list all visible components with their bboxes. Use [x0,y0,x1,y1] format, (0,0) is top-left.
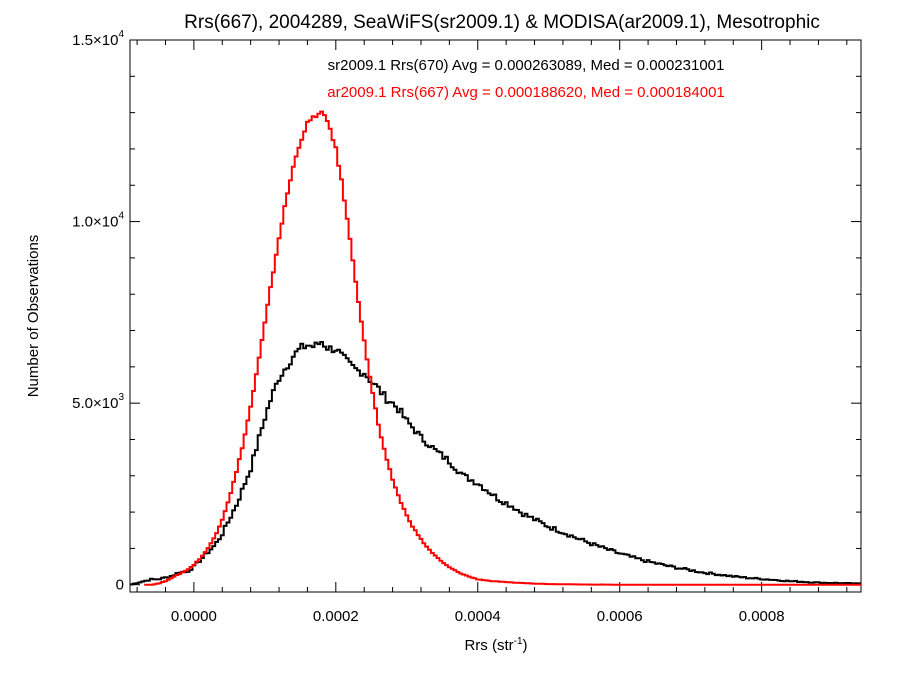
x-tick-label: 0.0008 [739,608,785,625]
x-axis-label: Rrs (str-1) [464,636,527,654]
series-sr2009-histogram [130,341,861,586]
x-tick-label: 0.0004 [455,608,501,625]
x-axis-label-base: Rrs (str [464,637,513,654]
series-ar2009-histogram [144,110,861,586]
chart-title: Rrs(667), 2004289, SeaWiFS(sr2009.1) & M… [184,12,820,33]
tick-labels: 0.0000 0.0002 0.0004 0.0006 0.0008 0 5.0×103 1.… [72,29,784,625]
y-axis-label: Number of Observations [25,235,42,398]
x-axis-label-tail: ) [523,637,528,654]
y-tick-label: 1.5×104 [72,29,124,49]
y-tick-label: 0 [116,577,124,594]
x-tick-label: 0.0006 [597,608,643,625]
legend-entry-ar2009: ar2009.1 Rrs(667) Avg = 0.000188620, Med… [327,84,725,101]
x-axis-label-sup: -1 [514,636,523,647]
legend-entry-sr2009: sr2009.1 Rrs(670) Avg = 0.000263089, Med… [328,57,725,74]
series-layer [130,110,861,586]
x-tick-label: 0.0002 [313,608,359,625]
y-tick-label: 5.0×103 [72,392,124,412]
plot-frame [129,39,862,593]
y-tick-label: 1.0×104 [72,211,124,231]
x-tick-label: 0.0000 [171,608,217,625]
axes [129,39,862,593]
